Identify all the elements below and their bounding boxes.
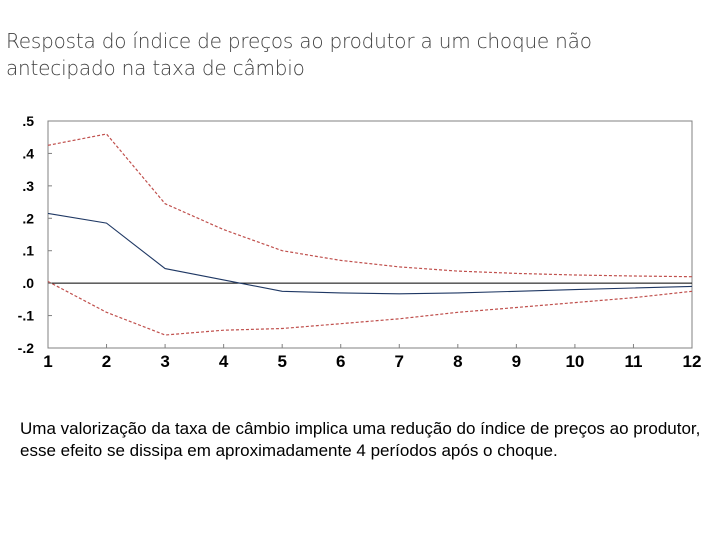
y-tick-label: .3 [22,178,34,194]
x-tick-label: 7 [395,352,404,371]
chart-container: .5.4.3.2.1.0 -.1 -.2 1 2 3 4 5 6 7 8 9 10 11 12 [0,105,720,375]
slide-title: Resposta do índice de preços ao produtor… [6,29,592,80]
y-tick-label: .2 [22,210,34,226]
x-tick-label: 1 [43,352,52,371]
x-tick-label: 2 [102,352,111,371]
series-line-1 [47,133,693,278]
x-tick-label: 8 [453,352,462,371]
x-tick-label: 4 [219,352,229,371]
series-line-2 [47,212,693,295]
x-tick-label: 12 [683,352,702,371]
y-tick-label: .1 [22,243,34,259]
impulse-response-chart: .5.4.3.2.1.0-.1-.2 1 2 3 4 5 6 7 8 9 10 11 12 [18,113,702,371]
caption-text: Uma valorização da taxa de câmbio implic… [20,419,701,460]
x-tick-label: 9 [512,352,521,371]
y-tick-label: .5 [22,113,34,129]
x-tick-label: 3 [160,352,169,371]
plot-frame [47,120,693,349]
x-axis: 1 2 3 4 5 6 7 8 9 10 11 12 [43,344,701,371]
x-tick-label: 6 [336,352,345,371]
y-tick-label: -.1 [18,308,35,324]
series-layer [47,133,693,336]
x-tick-label: 5 [277,352,286,371]
x-tick-label: 11 [624,352,642,371]
y-tick-label: .0 [22,275,34,291]
x-tick-label: 10 [565,352,584,371]
y-tick-label: -.2 [18,340,35,356]
y-tick-label: .4 [22,145,34,161]
y-axis: .5 .4 .3 .2 .1 .0 -.1 -.2 [18,113,52,356]
